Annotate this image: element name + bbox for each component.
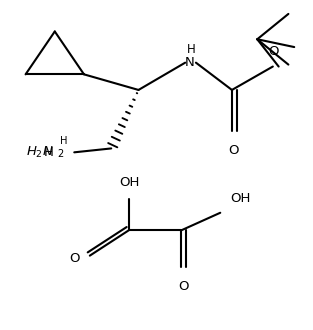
Text: 2: 2 xyxy=(58,149,64,159)
Text: O: O xyxy=(269,45,279,58)
Text: O: O xyxy=(69,252,80,265)
Text: OH: OH xyxy=(230,192,250,205)
Text: H: H xyxy=(44,146,54,159)
Text: N: N xyxy=(185,56,195,69)
Text: H: H xyxy=(187,44,195,56)
Text: O: O xyxy=(178,280,188,293)
Text: $H_2N$: $H_2N$ xyxy=(26,145,54,160)
Text: O: O xyxy=(228,144,239,156)
Text: OH: OH xyxy=(120,176,140,189)
Text: H: H xyxy=(60,136,67,146)
